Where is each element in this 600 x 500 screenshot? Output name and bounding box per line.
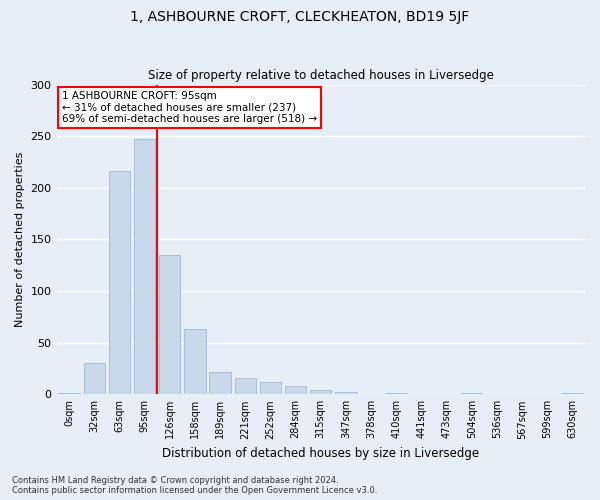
Bar: [83, 364, 105, 394]
Bar: [184, 330, 206, 394]
X-axis label: Distribution of detached houses by size in Liversedge: Distribution of detached houses by size …: [162, 447, 479, 460]
Y-axis label: Number of detached properties: Number of detached properties: [15, 152, 25, 327]
Bar: [335, 392, 356, 394]
Bar: [260, 382, 281, 394]
Bar: [310, 390, 331, 394]
Text: 1 ASHBOURNE CROFT: 95sqm
← 31% of detached houses are smaller (237)
69% of semi-: 1 ASHBOURNE CROFT: 95sqm ← 31% of detach…: [62, 91, 317, 124]
Bar: [134, 140, 155, 394]
Bar: [285, 386, 307, 394]
Bar: [209, 372, 231, 394]
Bar: [235, 378, 256, 394]
Text: Contains HM Land Registry data © Crown copyright and database right 2024.
Contai: Contains HM Land Registry data © Crown c…: [12, 476, 377, 495]
Bar: [159, 255, 181, 394]
Title: Size of property relative to detached houses in Liversedge: Size of property relative to detached ho…: [148, 69, 494, 82]
Text: 1, ASHBOURNE CROFT, CLECKHEATON, BD19 5JF: 1, ASHBOURNE CROFT, CLECKHEATON, BD19 5J…: [130, 10, 470, 24]
Bar: [109, 172, 130, 394]
